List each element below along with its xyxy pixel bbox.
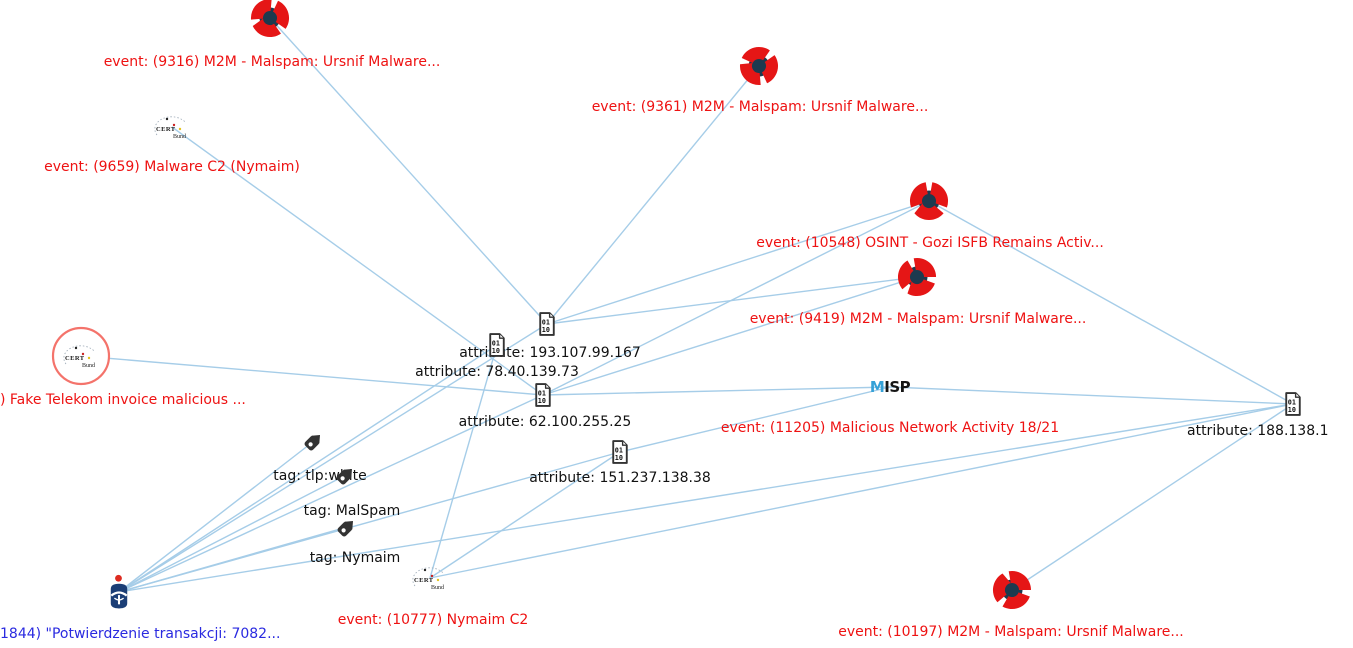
- svg-text:CERT: CERT: [156, 126, 176, 133]
- edge-event-11205--attr-151-237-138-38: [619, 386, 891, 453]
- node-tag-nymaim[interactable]: [335, 515, 359, 539]
- node-attr-193-107-99-167[interactable]: 01 10: [537, 312, 558, 337]
- threat-org-pinwheel-icon: [909, 182, 949, 221]
- svg-text:CERT: CERT: [65, 355, 85, 362]
- node-label-event-9659[interactable]: event: (9659) Malware C2 (Nymaim): [44, 159, 300, 175]
- edge-event-10777--attr-151-237-138-38: [429, 451, 621, 579]
- edge-event-9419--attr-62-100-255-25: [542, 276, 918, 396]
- svg-text:Bund: Bund: [82, 363, 95, 369]
- svg-text:01: 01: [538, 390, 546, 398]
- cert-bund-logo: CERT Bund: [51, 326, 111, 386]
- threat-org-pinwheel-icon: [897, 258, 937, 297]
- edge-event-fake-telekom--attr-62-100-255-25: [80, 355, 544, 396]
- node-label-attr-188-138-1[interactable]: attribute: 188.138.1: [1187, 423, 1329, 439]
- node-event-11205[interactable]: MISP: [869, 378, 911, 396]
- edge-event-9419--attr-193-107-99-167: [546, 276, 918, 325]
- node-event-10197[interactable]: [991, 569, 1033, 611]
- node-label-event-9361[interactable]: event: (9361) M2M - Malspam: Ursnif Malw…: [591, 99, 929, 115]
- svg-text:Bund: Bund: [173, 134, 186, 140]
- node-label-attr-62-100-255-25[interactable]: attribute: 62.100.255.25: [458, 414, 632, 430]
- edge-event-10777--attr-188-138-1: [429, 403, 1294, 579]
- edge-event-10548--attr-193-107-99-167: [546, 200, 930, 325]
- edge-event-10197--attr-188-138-1: [1011, 403, 1294, 591]
- node-label-attr-78-40-139-73[interactable]: attribute: 78.40.139.73: [415, 364, 579, 380]
- svg-text:01: 01: [542, 319, 550, 327]
- svg-text:Bund: Bund: [431, 585, 444, 591]
- edge-event-10777--attr-78-40-139-73: [429, 344, 498, 579]
- misp-logo: MISP: [869, 378, 911, 396]
- node-event-9361[interactable]: [738, 45, 780, 87]
- svg-text:10: 10: [492, 347, 500, 355]
- tag-icon: [304, 434, 321, 451]
- edge-event-9659--attr-62-100-255-25: [171, 126, 544, 396]
- edge-event-1844-pko--attr-188-138-1: [118, 403, 1294, 593]
- node-event-10548[interactable]: [908, 180, 950, 222]
- edge-event-1844-pko--attr-62-100-255-25: [118, 394, 544, 593]
- node-event-9659[interactable]: CERT Bund: [141, 96, 203, 158]
- ip-attribute-icon: 01 10: [1285, 392, 1301, 416]
- node-event-10777[interactable]: CERT Bund: [399, 547, 461, 609]
- node-label-event-9316[interactable]: event: (9316) M2M - Malspam: Ursnif Malw…: [103, 54, 441, 70]
- node-attr-151-237-138-38[interactable]: 01 10: [610, 440, 631, 465]
- node-label-event-10777[interactable]: event: (10777) Nymaim C2: [337, 612, 529, 628]
- ip-attribute-icon: 01 10: [539, 312, 555, 336]
- edge-event-11205--attr-62-100-255-25: [542, 386, 891, 396]
- edge-event-1844-pko--attr-193-107-99-167: [118, 323, 548, 593]
- node-label-event-9419[interactable]: event: (9419) M2M - Malspam: Ursnif Malw…: [749, 311, 1087, 327]
- svg-text:01: 01: [615, 447, 623, 455]
- threat-org-pinwheel-icon: [251, 0, 289, 37]
- node-attr-188-138-1[interactable]: 01 10: [1283, 392, 1304, 417]
- node-label-tag-nymaim[interactable]: tag: Nymaim: [309, 550, 401, 566]
- edge-event-1844-pko--tag-tlp-white: [118, 440, 315, 593]
- cert-bund-logo: CERT Bund: [154, 116, 187, 140]
- node-attr-62-100-255-25[interactable]: 01 10: [533, 383, 554, 408]
- svg-text:10: 10: [1288, 406, 1296, 414]
- pko-bank-logo: [110, 574, 128, 609]
- svg-text:10: 10: [538, 397, 546, 405]
- threat-org-pinwheel-icon: [992, 570, 1031, 610]
- edge-event-10548--attr-188-138-1: [928, 200, 1294, 405]
- node-tag-tlp-white[interactable]: [302, 429, 326, 453]
- edge-event-1844-pko--tag-malspam: [118, 474, 347, 593]
- edge-event-10548--attr-62-100-255-25: [542, 200, 930, 396]
- svg-text:10: 10: [615, 454, 623, 462]
- edge-event-11205--attr-188-138-1: [889, 386, 1294, 405]
- node-event-1844-pko[interactable]: [105, 574, 133, 611]
- tag-icon: [337, 520, 354, 537]
- node-label-event-11205[interactable]: event: (11205) Malicious Network Activit…: [720, 420, 1060, 436]
- node-label-tag-malspam[interactable]: tag: MalSpam: [303, 503, 401, 519]
- ip-attribute-icon: 01 10: [535, 383, 551, 407]
- node-event-fake-telekom[interactable]: CERT Bund: [50, 325, 112, 387]
- node-label-event-1844-pko[interactable]: 1844) "Potwierdzenie transakcji: 7082...: [0, 626, 281, 642]
- edge-event-1844-pko--attr-151-237-138-38: [118, 451, 621, 593]
- cert-bund-logo: CERT Bund: [412, 567, 445, 591]
- ip-attribute-icon: 01 10: [612, 440, 628, 464]
- svg-text:10: 10: [542, 326, 550, 334]
- tag-icon: [336, 468, 353, 485]
- edge-event-9316--attr-193-107-99-167: [269, 17, 548, 325]
- node-label-attr-151-237-138-38[interactable]: attribute: 151.237.138.38: [529, 470, 711, 486]
- node-label-event-fake-telekom[interactable]: ) Fake Telekom invoice malicious ...: [0, 392, 246, 408]
- node-label-event-10197[interactable]: event: (10197) M2M - Malspam: Ursnif Mal…: [838, 624, 1184, 640]
- threat-org-pinwheel-icon: [740, 47, 778, 85]
- svg-text:CERT: CERT: [414, 577, 434, 584]
- node-attr-78-40-139-73[interactable]: 01 10: [487, 333, 508, 358]
- selection-ring: [51, 326, 111, 386]
- node-label-event-10548[interactable]: event: (10548) OSINT - Gozi ISFB Remains…: [756, 235, 1104, 251]
- ip-attribute-icon: 01 10: [489, 333, 505, 357]
- svg-text:01: 01: [1288, 399, 1296, 407]
- svg-text:01: 01: [492, 340, 500, 348]
- edge-event-9361--attr-193-107-99-167: [546, 65, 760, 325]
- node-tag-malspam[interactable]: [334, 463, 358, 487]
- node-event-9316[interactable]: [249, 0, 291, 39]
- node-event-9419[interactable]: [896, 256, 938, 298]
